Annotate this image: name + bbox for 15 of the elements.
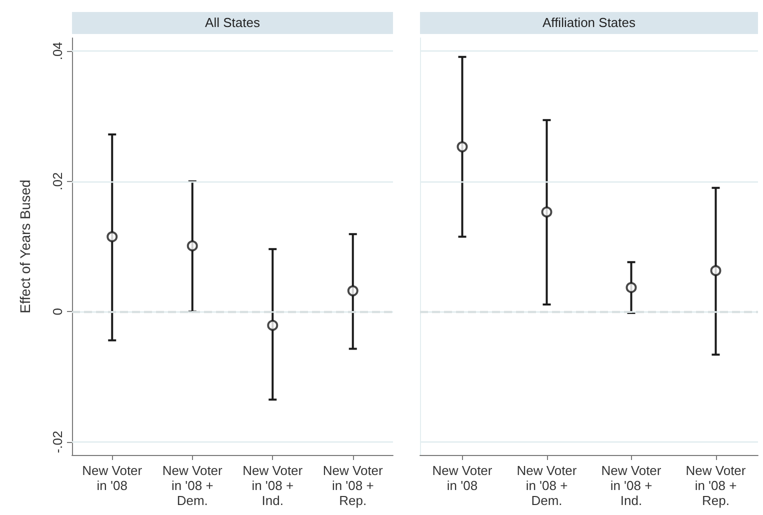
y-tick-label: .02 [50, 172, 65, 190]
y-tick-label: 0 [50, 308, 65, 316]
y-tick-label: -.02 [50, 430, 65, 454]
x-tick-label: New Voter in '08 + Rep. [322, 463, 384, 508]
y-tick-label: .04 [50, 42, 65, 60]
x-tick-label: New Voter in '08 + Ind. [242, 463, 304, 508]
x-tick-label: New Voter in '08 + Ind. [601, 463, 662, 508]
x-tick-label: New Voter in '08 + Dem. [162, 463, 224, 508]
x-tick-label: New Voter in '08 [82, 463, 143, 493]
x-tick-label: New Voter in '08 + Dem. [516, 463, 578, 508]
y-axis-title: Effect of Years Bused [17, 180, 33, 314]
x-tick-label: New Voter in '08 + Rep. [686, 463, 746, 508]
chart-title: All States [205, 15, 260, 30]
x-tick-label: New Voter in '08 [432, 463, 493, 493]
chart-title: Affiliation States [542, 15, 636, 30]
